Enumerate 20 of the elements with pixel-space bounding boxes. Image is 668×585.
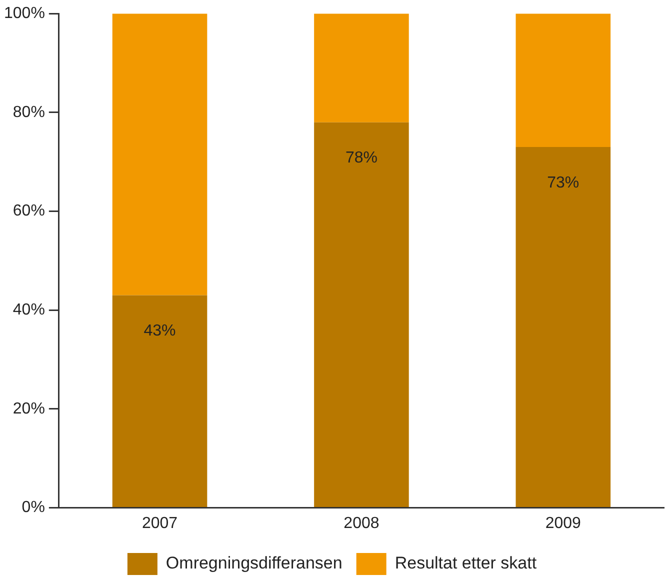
y-tick-label: 60% bbox=[12, 202, 45, 220]
bar bbox=[112, 14, 208, 296]
y-tick-label: 0% bbox=[22, 499, 45, 516]
bar bbox=[314, 14, 409, 122]
bar bbox=[516, 14, 611, 148]
x-tick-label: 2008 bbox=[344, 514, 380, 532]
bar bbox=[314, 122, 409, 508]
y-tick-label: 20% bbox=[12, 400, 45, 418]
y-tick-label: 40% bbox=[12, 302, 45, 319]
data-label: 73% bbox=[547, 174, 580, 192]
x-tick-label: 2007 bbox=[142, 514, 178, 532]
legend-label: Omregningsdifferansen bbox=[166, 554, 342, 573]
data-label: 43% bbox=[144, 322, 176, 340]
bar bbox=[112, 295, 208, 508]
data-label: 78% bbox=[345, 150, 378, 167]
x-tick-label: 2009 bbox=[545, 514, 582, 532]
bar bbox=[516, 147, 611, 508]
y-tick-label: 100% bbox=[4, 5, 45, 22]
legend-label: Resultat etter skatt bbox=[394, 554, 537, 573]
y-tick-label: 80% bbox=[12, 104, 45, 121]
